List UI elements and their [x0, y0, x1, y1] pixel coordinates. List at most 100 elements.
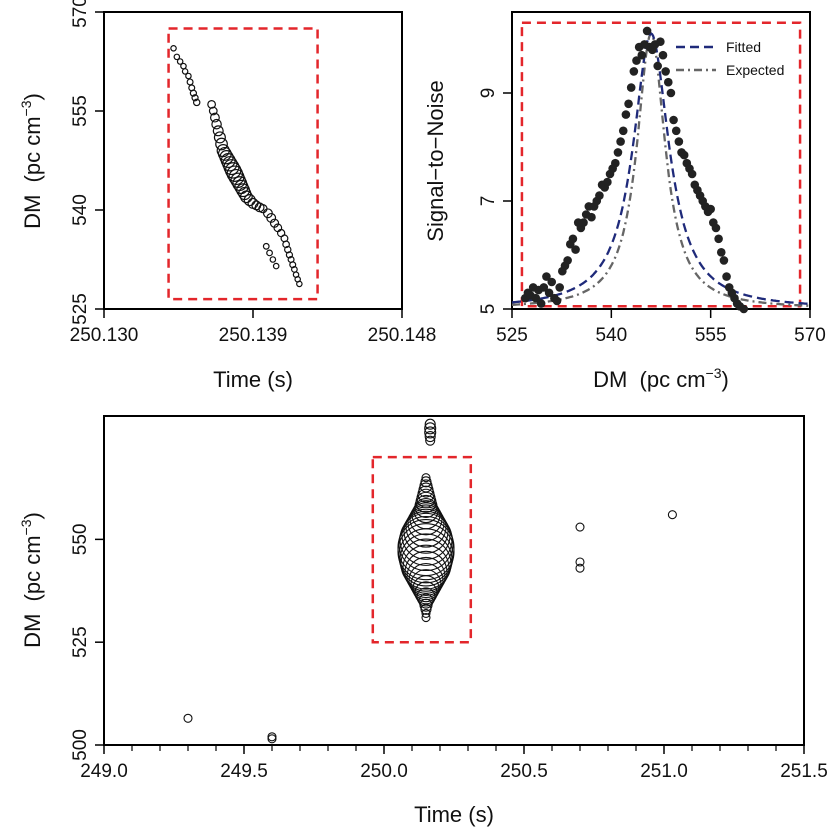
data-point: [424, 426, 437, 439]
data-point: [272, 262, 280, 270]
data-point: [687, 169, 697, 179]
x-tick-label: 250.5: [500, 761, 548, 782]
data-point: [421, 608, 431, 618]
data-point: [189, 89, 198, 97]
data-point: [185, 72, 192, 80]
x-tick-label: 249.5: [220, 761, 268, 782]
x-tick-label: 250.0: [360, 761, 408, 782]
data-point: [176, 58, 184, 65]
data-point: [181, 68, 189, 75]
plot-frame: [103, 11, 403, 310]
data-point: [282, 240, 290, 249]
data-point: [420, 603, 432, 615]
y-axis-label-close: ): [20, 93, 45, 100]
data-point: [243, 194, 256, 207]
y-axis-label-text: DM: [20, 195, 45, 229]
data-point: [679, 150, 689, 160]
data-point: [402, 544, 450, 592]
data-point: [539, 283, 549, 292]
data-point: [421, 473, 431, 483]
expected-curve: [512, 32, 810, 307]
data-point: [714, 234, 723, 244]
data-point: [722, 272, 731, 281]
data-point: [621, 110, 631, 119]
x-axis-label-close: ): [721, 367, 728, 392]
data-point: [719, 256, 729, 265]
data-point: [421, 612, 431, 623]
x-tick-label: 570: [794, 325, 826, 346]
data-point: [618, 126, 628, 136]
highlight-box: [371, 455, 473, 644]
data-point: [266, 212, 277, 223]
data-point: [568, 234, 578, 244]
data-point: [669, 115, 678, 125]
data-point: [267, 732, 277, 742]
data-point: [419, 598, 433, 612]
data-point: [658, 50, 668, 60]
x-tick-label: 555: [695, 325, 727, 346]
data-point: [531, 293, 541, 303]
x-axis-label: Time (s): [414, 802, 494, 827]
fitted-curve: [511, 32, 811, 306]
data-point: [674, 137, 684, 146]
y-axis-label-text: DM: [20, 614, 45, 648]
data-point: [424, 431, 436, 443]
data-point: [399, 533, 453, 587]
data-point: [191, 94, 199, 102]
data-point: [207, 99, 217, 109]
data-point: [269, 256, 277, 263]
y-tick-label: 9: [478, 88, 499, 99]
data-point: [412, 575, 440, 603]
data-point: [416, 587, 436, 607]
panel-snr-vs-dm: 525 540 555 570 5 7 9 Fitted Expected DM (pc …: [423, 11, 826, 392]
data-point: [663, 77, 673, 87]
data-point: [611, 158, 620, 168]
data-point: [397, 523, 455, 581]
data-point: [400, 538, 452, 590]
data-point: [616, 137, 625, 146]
data-point: [637, 50, 647, 60]
data-point: [542, 272, 551, 281]
y-tick-label: 550: [70, 524, 91, 556]
y-axis-label: DM (pc cm−3): [18, 93, 45, 229]
data-point: [170, 44, 177, 52]
data-point: [603, 177, 612, 187]
data-point: [213, 131, 226, 144]
data-point: [192, 98, 201, 107]
data-point: [266, 249, 273, 257]
x-tick-label: 251.5: [780, 761, 828, 782]
data-point: [656, 37, 665, 46]
x-axis-label-text: DM: [593, 367, 627, 392]
data-point: [401, 510, 451, 560]
x-tick-label: 525: [496, 325, 528, 346]
y-axis-label: Signal−to−Noise: [423, 80, 448, 241]
x-tick-label: 540: [595, 325, 627, 346]
data-point: [425, 435, 436, 446]
highlight-box: [520, 21, 802, 308]
data-point: [398, 528, 454, 584]
legend-expected-label: Expected: [726, 62, 784, 78]
data-point: [215, 137, 228, 151]
data-point: [399, 512, 453, 566]
data-point: [536, 299, 546, 308]
data-point: [667, 510, 677, 520]
y-tick-label: 540: [70, 194, 91, 226]
panel-dm-vs-time-zoom: 250.130 250.139 250.148 525 540 555 570 Time …: [18, 0, 436, 392]
legend: Fitted Expected: [676, 39, 784, 78]
data-point: [632, 56, 641, 65]
data-point: [173, 53, 181, 61]
data-point: [613, 148, 623, 157]
data-point: [212, 125, 224, 137]
y-axis-label-close: ): [20, 512, 45, 519]
y-tick-label: 5: [478, 304, 499, 315]
data-point: [671, 126, 681, 136]
x-axis-label: Time (s): [213, 367, 293, 392]
data-point: [211, 118, 222, 130]
data-point: [406, 556, 446, 596]
data-point: [711, 223, 721, 233]
data-point: [544, 288, 554, 298]
data-point: [642, 26, 652, 36]
data-point: [552, 296, 562, 306]
x-tick-label: 250.148: [368, 325, 437, 346]
